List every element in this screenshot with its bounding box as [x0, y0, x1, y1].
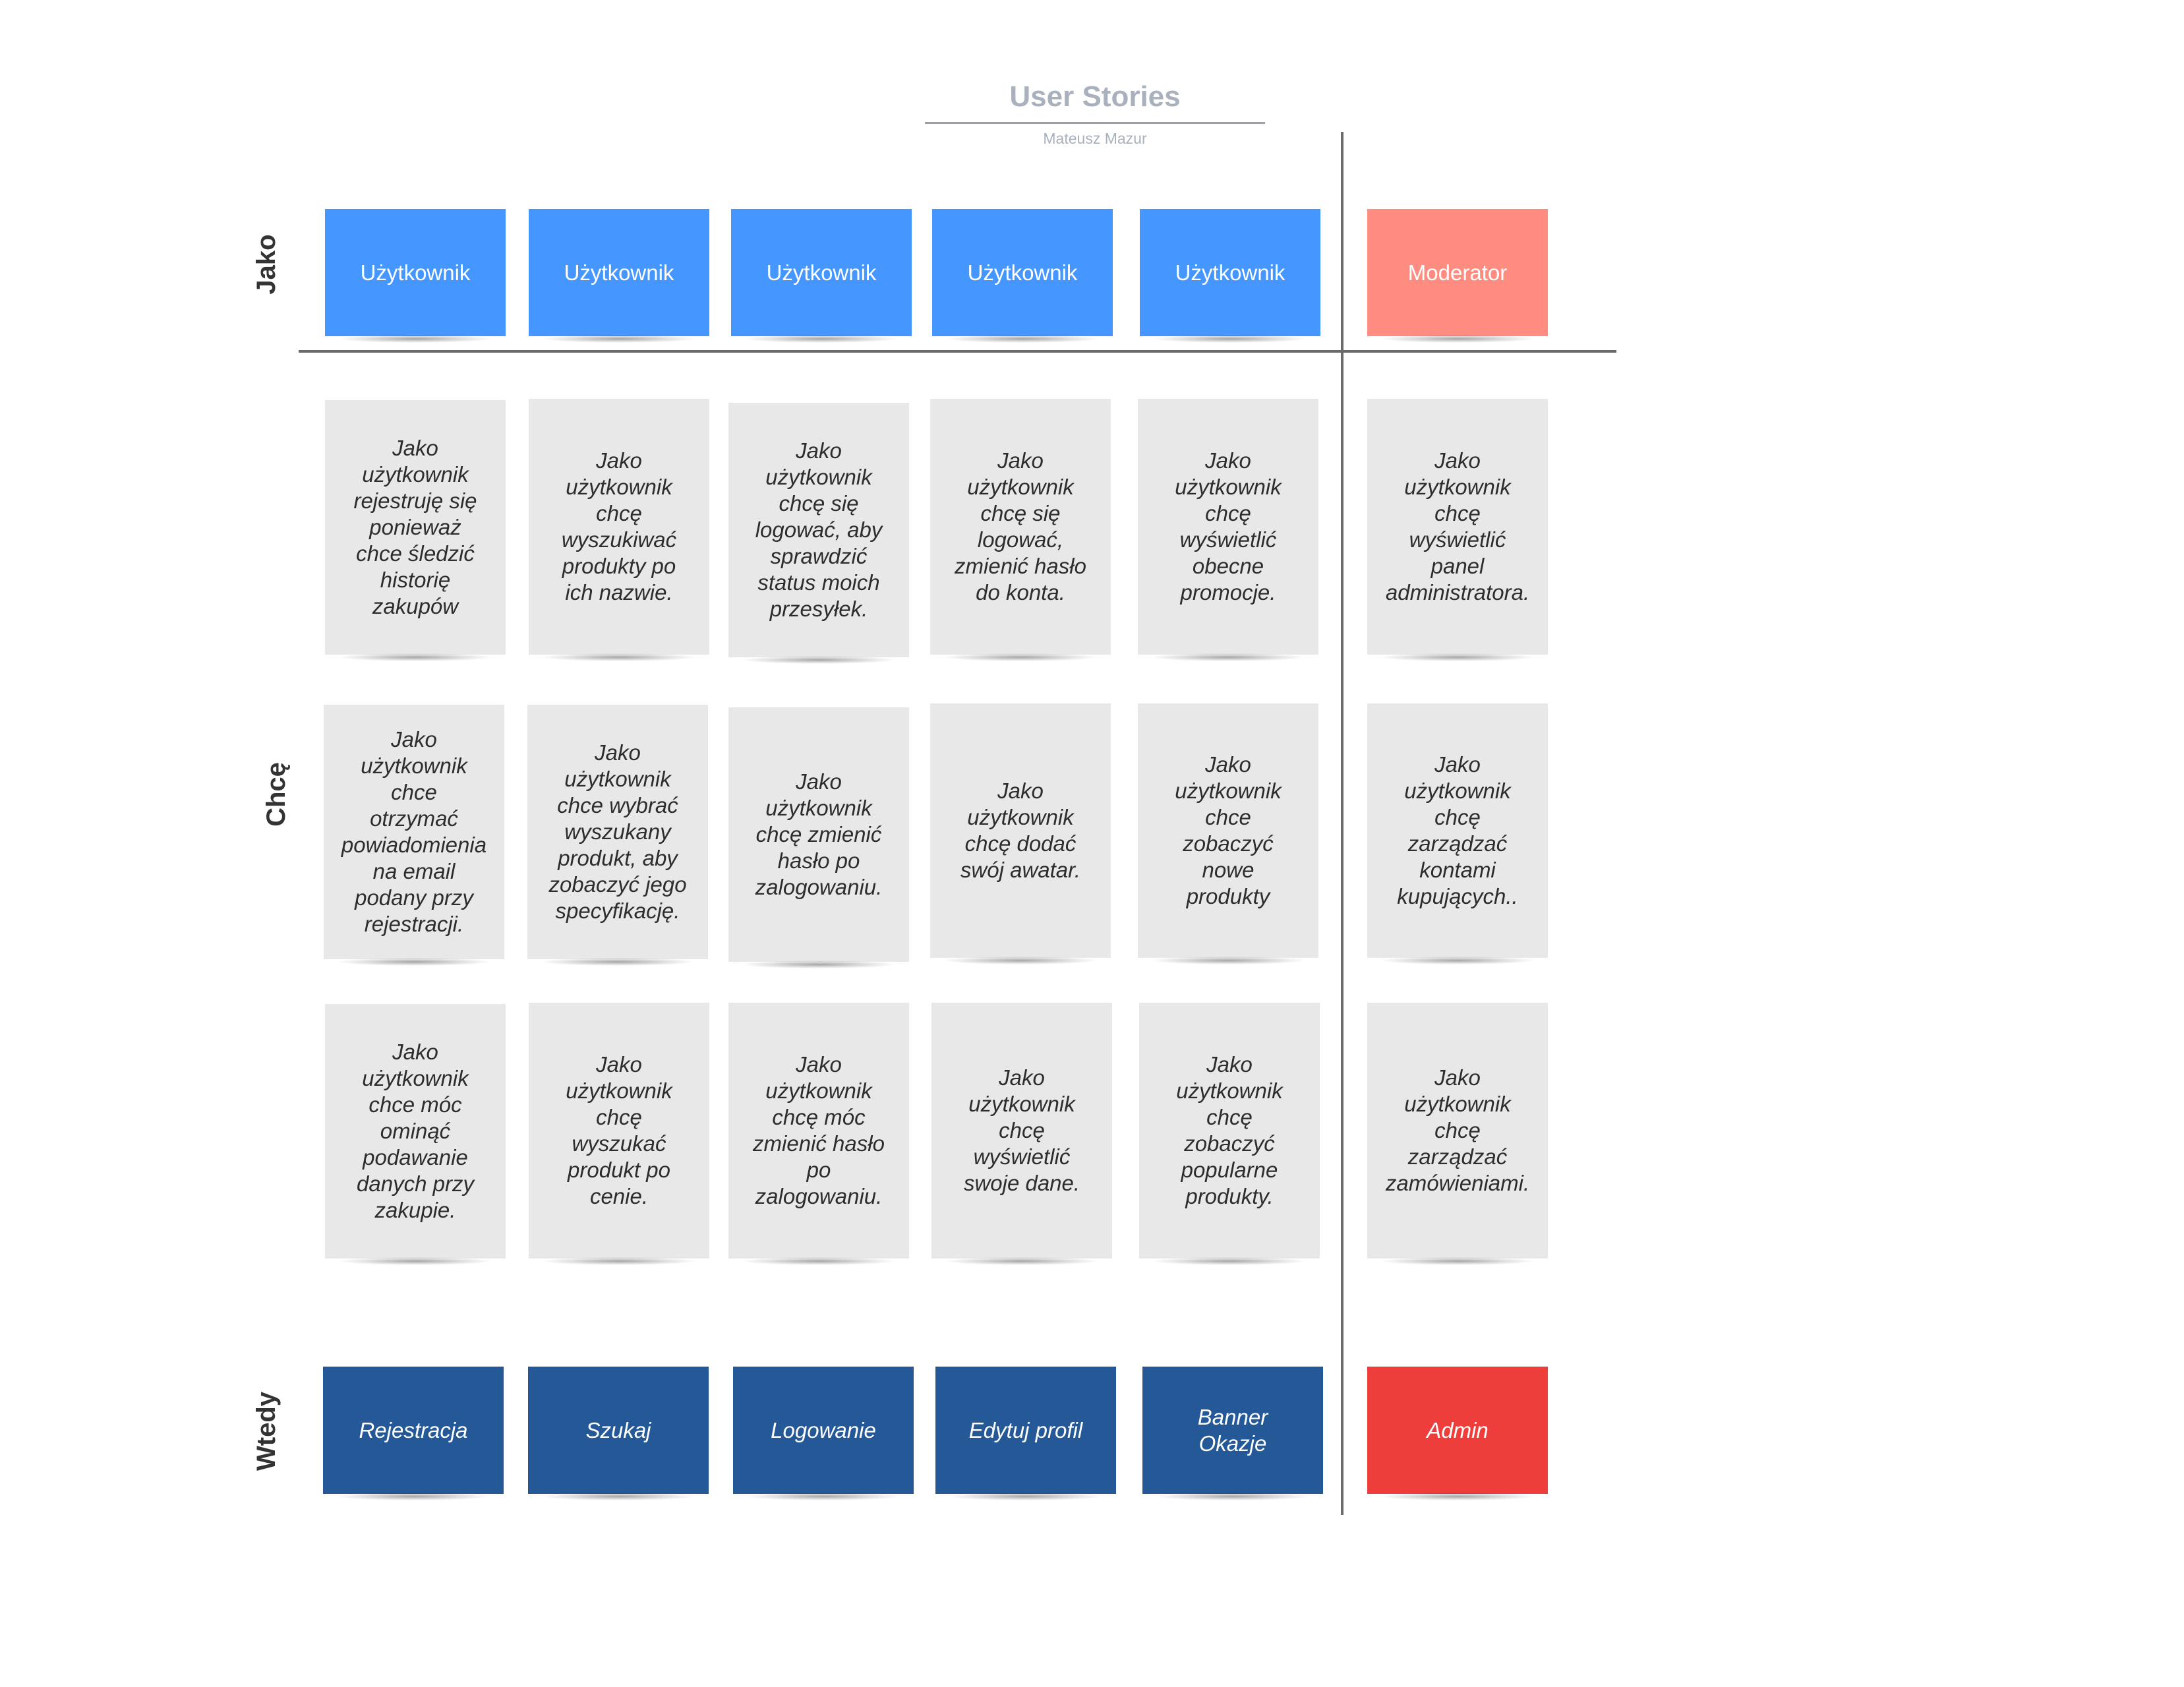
board-author: Mateusz Mazur [1043, 130, 1147, 147]
story-text: Jako użytkownik chce otrzymać powiadomie… [341, 727, 487, 936]
feature-label: Szukaj [585, 1417, 651, 1442]
role-card-user-2[interactable]: Użytkownik [529, 209, 709, 343]
row-label-wtedy: Wtedy [252, 1392, 281, 1471]
story-card[interactable]: Jako użytkownik chce móc ominąć podawani… [325, 1004, 506, 1265]
feature-card-admin[interactable]: Admin [1367, 1367, 1548, 1500]
story-card[interactable]: Jako użytkownik chcę się logować, zmieni… [930, 399, 1111, 661]
feature-card-banner-okazje[interactable]: Banner Okazje [1142, 1367, 1323, 1500]
role-card-moderator[interactable]: Moderator [1367, 209, 1548, 343]
story-text: Jako użytkownik chcę wyświetlić swoje da… [963, 1065, 1080, 1195]
story-text: Jako użytkownik chcę zarządzać kontami k… [1397, 752, 1518, 908]
feature-card-edytuj-profil[interactable]: Edytuj profil [935, 1367, 1116, 1500]
feature-label: Edytuj profil [968, 1417, 1083, 1442]
feature-label: Banner Okazje [1197, 1404, 1268, 1456]
story-text: Jako użytkownik chce móc ominąć podawani… [357, 1040, 474, 1222]
story-card[interactable]: Jako użytkownik chce otrzymać powiadomie… [324, 705, 504, 966]
story-card[interactable]: Jako użytkownik chcę wyświetlić panel ad… [1367, 399, 1548, 661]
story-text: Jako użytkownik chce zobaczyć nowe produ… [1175, 752, 1282, 908]
story-text: Jako użytkownik chcę się logować, zmieni… [955, 448, 1086, 605]
row-label-chce: Chcę [262, 762, 291, 827]
story-card[interactable]: Jako użytkownik chcę zarządzać kontami k… [1367, 703, 1548, 964]
story-text: Jako użytkownik chcę wyszukiwać produkty… [561, 448, 677, 605]
feature-card-logowanie[interactable]: Logowanie [733, 1367, 914, 1500]
role-card-label: Użytkownik [360, 260, 471, 285]
feature-label: Rejestracja [359, 1417, 468, 1442]
role-card-label: Użytkownik [1175, 260, 1285, 285]
feature-label: Logowanie [771, 1417, 876, 1442]
feature-label: Admin [1427, 1417, 1489, 1442]
role-card-user-3[interactable]: Użytkownik [731, 209, 912, 343]
row-label-jako: Jako [252, 234, 281, 295]
board-title: User Stories [1009, 80, 1181, 113]
story-text: Jako użytkownik chcę dodać swój awatar. [960, 779, 1081, 882]
role-card-user-4[interactable]: Użytkownik [932, 209, 1113, 343]
story-text: Jako użytkownik chcę wyszukać produkt po… [566, 1052, 672, 1208]
story-card[interactable]: Jako użytkownik rejestruję się ponieważ … [325, 400, 506, 661]
story-card[interactable]: Jako użytkownik chce wybrać wyszukany pr… [527, 705, 708, 966]
story-card[interactable]: Jako użytkownik chcę zmienić hasło po za… [728, 707, 909, 968]
story-card[interactable]: Jako użytkownik chcę zobaczyć popularne … [1139, 1003, 1320, 1265]
story-text: Jako użytkownik chcę zarządzać zamówieni… [1385, 1065, 1530, 1195]
feature-card-rejestracja[interactable]: Rejestracja [323, 1367, 504, 1500]
story-card[interactable]: Jako użytkownik chce zobaczyć nowe produ… [1138, 703, 1318, 964]
story-text: Jako użytkownik rejestruję się ponieważ … [353, 436, 477, 618]
role-card-label: Użytkownik [564, 260, 674, 285]
story-text: Jako użytkownik chcę móc zmienić hasło p… [753, 1052, 885, 1208]
story-text: Jako użytkownik chcę się logować, aby sp… [755, 438, 883, 621]
story-card[interactable]: Jako użytkownik chcę móc zmienić hasło p… [728, 1003, 909, 1265]
story-card[interactable]: Jako użytkownik chcę dodać swój awatar. [930, 703, 1111, 964]
story-text: Jako użytkownik chce wybrać wyszukany pr… [548, 740, 687, 923]
role-card-user-1[interactable]: Użytkownik [325, 209, 506, 343]
moderator-divider-line [1341, 132, 1343, 1515]
story-card[interactable]: Jako użytkownik chcę wyszukać produkt po… [529, 1003, 709, 1265]
story-text: Jako użytkownik chcę wyświetlić panel ad… [1385, 448, 1530, 605]
role-card-label: Użytkownik [967, 260, 1078, 285]
role-divider-line [299, 350, 1616, 353]
role-card-label: Moderator [1407, 260, 1508, 285]
feature-card-szukaj[interactable]: Szukaj [528, 1367, 709, 1500]
story-card[interactable]: Jako użytkownik chcę zarządzać zamówieni… [1367, 1003, 1548, 1265]
story-card[interactable]: Jako użytkownik chcę wyświetlić obecne p… [1138, 399, 1318, 661]
story-card[interactable]: Jako użytkownik chcę się logować, aby sp… [728, 403, 909, 664]
story-card[interactable]: Jako użytkownik chcę wyszukiwać produkty… [529, 399, 709, 661]
story-card[interactable]: Jako użytkownik chcę wyświetlić swoje da… [931, 1003, 1112, 1265]
role-card-user-5[interactable]: Użytkownik [1140, 209, 1320, 343]
title-underline [925, 122, 1265, 124]
story-text: Jako użytkownik chcę zobaczyć popularne … [1176, 1052, 1283, 1208]
story-text: Jako użytkownik chcę wyświetlić obecne p… [1175, 448, 1282, 605]
story-text: Jako użytkownik chcę zmienić hasło po za… [755, 769, 883, 899]
role-card-label: Użytkownik [766, 260, 877, 285]
